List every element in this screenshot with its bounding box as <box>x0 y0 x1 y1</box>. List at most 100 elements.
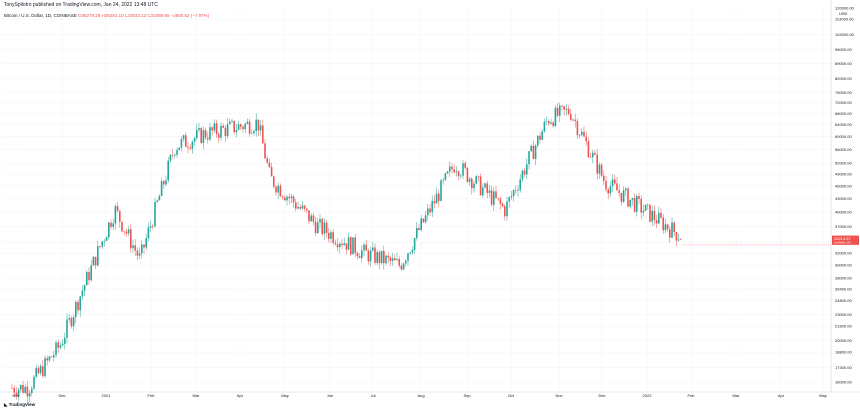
candle-body <box>290 196 293 199</box>
time-tick-label: May <box>819 393 827 398</box>
candle-body <box>530 145 532 152</box>
candle-body <box>603 175 605 181</box>
candle-body <box>561 105 563 107</box>
time-tick-label: Aug <box>417 393 424 398</box>
price-tick-label: 32000.00 <box>835 251 852 256</box>
candle-body <box>506 201 508 217</box>
candle-body <box>534 145 537 159</box>
price-axis: 120000.00 113000.00 104000.00 96000.00 89000… <box>835 5 855 384</box>
candle-body <box>266 158 268 163</box>
time-tick-label: Apr <box>237 393 244 398</box>
candle-body <box>191 141 194 149</box>
candle-body <box>398 259 400 266</box>
candle-body <box>200 128 202 144</box>
candle-body <box>350 237 352 255</box>
candle-body <box>446 171 449 174</box>
candle-body <box>422 218 425 223</box>
candle-body <box>75 301 77 318</box>
candle-body <box>574 119 576 122</box>
candle-body <box>521 170 524 180</box>
price-tick-label: 28000.00 <box>835 276 852 281</box>
time-tick-label: Feb <box>148 393 156 398</box>
candle-body <box>372 247 374 251</box>
candle-body <box>268 162 271 168</box>
candle-body <box>385 255 387 264</box>
candle-body <box>101 241 103 247</box>
candle-body <box>273 176 275 187</box>
candle-body <box>336 244 339 248</box>
candle-body <box>365 244 367 251</box>
candle-body <box>81 290 84 297</box>
candle-body <box>182 135 185 140</box>
candle-body <box>420 218 422 231</box>
candle-body <box>589 157 592 158</box>
candle-body <box>475 176 477 184</box>
candle-body <box>671 222 673 238</box>
time-tick-label: Jun <box>327 393 333 398</box>
candle-body <box>545 121 548 122</box>
candle-body <box>565 108 568 110</box>
candle-body <box>614 179 616 184</box>
candle-body <box>629 199 631 207</box>
candle-body <box>72 317 75 327</box>
candle-body <box>532 145 535 159</box>
candle-body <box>105 237 108 241</box>
candle-body <box>244 123 246 130</box>
candle-body <box>284 197 286 201</box>
candle-body <box>556 107 559 116</box>
time-tick-label: 2022 <box>643 393 653 398</box>
candle-body <box>501 203 504 207</box>
candle-body <box>389 257 392 261</box>
candle-body <box>215 123 218 135</box>
candle-body <box>512 190 515 197</box>
candle-body <box>479 176 482 196</box>
candle-body <box>240 124 242 127</box>
candle-body <box>471 178 473 189</box>
candle-body <box>427 208 429 216</box>
logo-icon: ◣ <box>4 402 8 407</box>
candle-body <box>28 392 31 397</box>
candle-body <box>653 210 656 221</box>
candle-body <box>660 212 662 218</box>
candle-body <box>288 196 290 199</box>
candle-body <box>116 206 119 211</box>
logo-text: TradingView <box>8 402 36 407</box>
time-tick-label: May <box>281 393 289 398</box>
price-tick-label: 56000.00 <box>835 147 852 152</box>
candle-body <box>523 170 526 175</box>
candle-body <box>383 250 385 264</box>
candle-body <box>48 356 51 361</box>
candle-body <box>145 238 147 248</box>
price-tick-label: 82000.00 <box>835 76 852 81</box>
candle-body <box>61 343 64 346</box>
candle-body <box>499 198 502 204</box>
candle-body <box>248 121 251 134</box>
candle-body <box>334 242 337 245</box>
last-price-tag <box>832 238 859 245</box>
candle-body <box>508 197 510 202</box>
candle-body <box>444 173 447 180</box>
candle-body <box>33 376 35 389</box>
candle-body <box>460 175 462 177</box>
candle-body <box>26 386 29 397</box>
candle-body <box>493 191 495 205</box>
candle-body <box>308 210 310 222</box>
candle-body <box>407 253 409 261</box>
candle-body <box>488 190 491 193</box>
candle-body <box>435 193 438 204</box>
candle-body <box>37 368 40 374</box>
candle-body <box>328 232 330 239</box>
candle-body <box>647 204 649 206</box>
candle-body <box>497 198 499 199</box>
candle-body <box>64 337 66 344</box>
candle-body <box>141 244 143 254</box>
candle-body <box>138 253 141 256</box>
candle-body <box>90 265 92 281</box>
candle-body <box>125 231 128 234</box>
time-tick-label: Dec <box>58 393 65 398</box>
candle-body <box>53 355 55 358</box>
candle-body <box>361 250 363 258</box>
candle-body <box>473 183 475 189</box>
candle-body <box>548 121 550 124</box>
